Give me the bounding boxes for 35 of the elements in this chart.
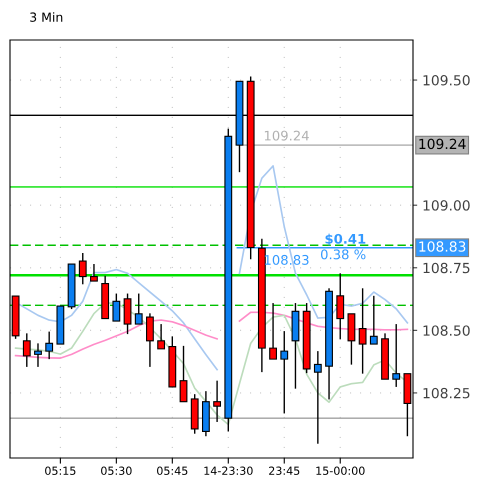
ref-line-label: 109.24 bbox=[419, 138, 466, 150]
candlestick bbox=[314, 350, 322, 444]
candlestick bbox=[213, 380, 222, 423]
candlestick bbox=[78, 252, 87, 285]
x-tick-label: 15-00:00 bbox=[316, 466, 365, 475]
candlestick bbox=[392, 323, 400, 388]
candlestick bbox=[45, 330, 54, 360]
candlestick bbox=[34, 342, 42, 368]
x-tick-label: 05:30 bbox=[101, 466, 132, 475]
y-tick-label: 109.50 bbox=[424, 75, 470, 86]
candlestick bbox=[358, 288, 367, 374]
y-tick-label: 108.75 bbox=[424, 262, 470, 274]
annotation: $0.41 bbox=[326, 234, 366, 246]
candlestick bbox=[90, 263, 98, 282]
candlestick bbox=[134, 292, 143, 325]
candlestick bbox=[146, 312, 154, 368]
candlestick bbox=[336, 272, 344, 340]
candlestick bbox=[157, 323, 166, 350]
candlestick bbox=[112, 292, 120, 322]
candlestick bbox=[269, 302, 277, 360]
x-tick-label: 14-23:30 bbox=[204, 466, 253, 475]
y-tick-label: 108.25 bbox=[424, 388, 470, 398]
candlestick bbox=[180, 345, 188, 402]
x-tick-label: 23:45 bbox=[269, 466, 300, 475]
candlestick bbox=[22, 332, 31, 368]
y-tick-label: 108.50 bbox=[424, 325, 470, 336]
annotation: 0.38 % bbox=[320, 249, 366, 260]
annotation: 109.24 bbox=[264, 130, 309, 141]
candlestick bbox=[280, 330, 288, 414]
y-tick-label: 109.00 bbox=[424, 200, 470, 211]
x-tick-label: 05:15 bbox=[45, 466, 76, 475]
x-tick-label: 05:45 bbox=[157, 466, 188, 475]
ref-line-label: 108.83 bbox=[419, 241, 466, 252]
candlestick bbox=[370, 295, 378, 345]
chart-title: 3 Min bbox=[30, 12, 62, 22]
